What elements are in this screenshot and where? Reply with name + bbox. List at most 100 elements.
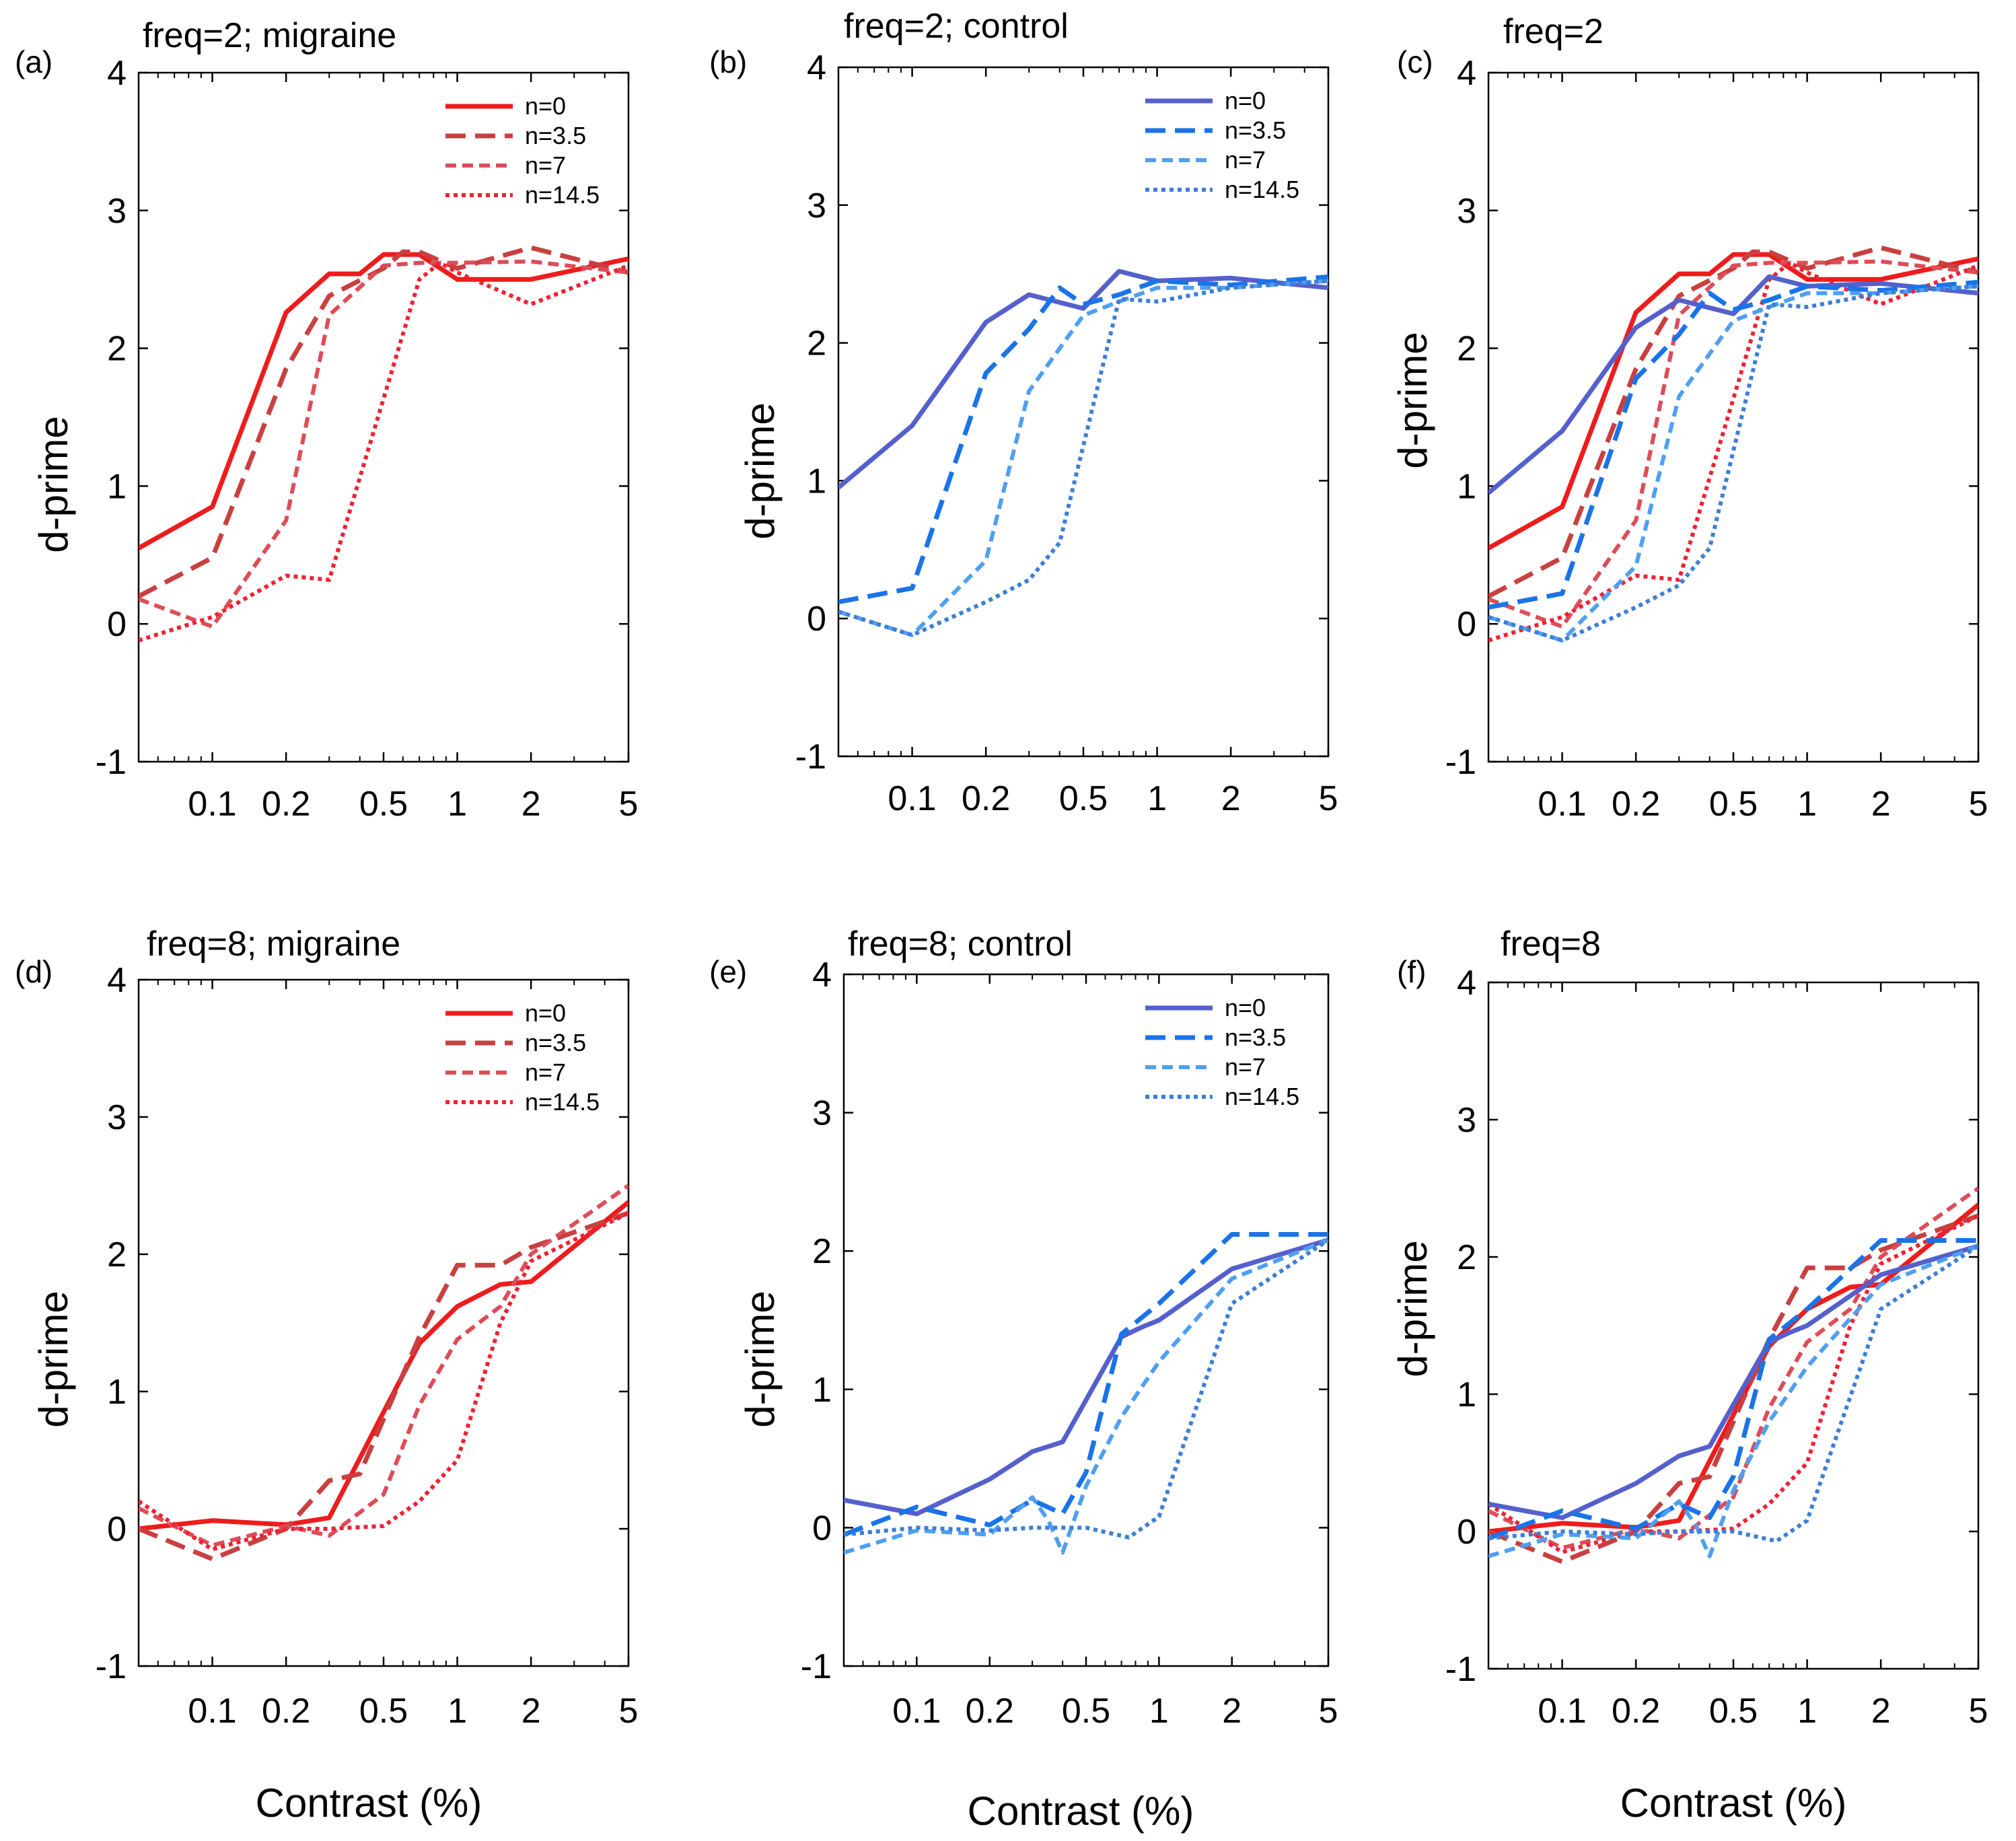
- y-axis-label-d: d-prime: [31, 1291, 76, 1427]
- y-axis-label-b: d-prime: [737, 402, 783, 539]
- x-axis-label-e: Contrast (%): [968, 1789, 1194, 1834]
- y-tick-label: 0: [1457, 605, 1476, 644]
- series-group: [1488, 1186, 1978, 1564]
- legend-label: n=0: [1225, 994, 1266, 1021]
- series-line-n-7: [1488, 284, 1978, 643]
- series-line-n-0: [1488, 274, 1978, 495]
- panel-letter-e: (e): [709, 954, 747, 989]
- y-tick-label: 0: [812, 1509, 832, 1548]
- panel-title-f: freq=8: [1501, 925, 1601, 964]
- y-tick-label: 4: [107, 961, 127, 1000]
- y-tick-label: 1: [1457, 1375, 1476, 1414]
- y-tick-label: 4: [107, 54, 127, 93]
- legend-label: n=14.5: [1225, 176, 1299, 203]
- x-tick-label: 1: [1797, 785, 1817, 824]
- x-tick-label: 2: [1871, 1692, 1891, 1731]
- x-tick-label: 0.1: [892, 1692, 941, 1731]
- legend: n=0n=3.5n=7n=14.5: [445, 92, 600, 209]
- x-tick-label: 0.2: [1612, 1692, 1660, 1731]
- y-tick-label: 2: [812, 1232, 832, 1271]
- series-line-n-14-5: [139, 260, 628, 643]
- y-tick-label: 2: [107, 1235, 127, 1274]
- x-tick-label: 0.5: [1709, 785, 1758, 824]
- plot-area-e: -1 0 1 2 3 4 0.1 0.2 0.5 1 2 5 n=0n=3.5n=7n=14.5: [801, 955, 1338, 1731]
- series-line-n-0: [1488, 252, 1978, 550]
- y-tick-label: 4: [807, 48, 826, 87]
- legend-label: n=0: [1225, 87, 1266, 114]
- x-tick-label: 2: [1871, 785, 1891, 824]
- y-axis-label-e: d-prime: [737, 1291, 783, 1427]
- series-line-n-0: [139, 252, 628, 550]
- y-tick-label: -1: [801, 1647, 832, 1686]
- series-group: [139, 1184, 628, 1562]
- y-axis-label-f: d-prime: [1390, 1240, 1435, 1377]
- x-tick-label: 0.5: [1059, 779, 1108, 818]
- x-tick-label: 0.1: [888, 779, 936, 818]
- x-tick-label: 0.1: [188, 785, 236, 824]
- plot-area-f: -1 0 1 2 3 4 0.1 0.2 0.5 1 2 5: [1445, 964, 1988, 1731]
- x-tick-label: 1: [447, 785, 467, 824]
- y-tick-label: 3: [807, 186, 826, 225]
- x-tick-label: 2: [521, 785, 541, 824]
- series-line-n-3-5: [1488, 245, 1978, 599]
- y-tick-label: -1: [1445, 743, 1476, 782]
- series-line-n-7: [139, 1184, 628, 1548]
- panel-title-a: freq=2; migraine: [143, 16, 396, 55]
- x-tick-label: 0.2: [966, 1692, 1014, 1731]
- legend-label: n=14.5: [525, 1088, 600, 1116]
- y-tick-label: 4: [812, 955, 832, 995]
- x-tick-label: 0.5: [359, 1692, 408, 1731]
- y-axis-label-c: d-prime: [1390, 332, 1435, 468]
- y-axis-label-a: d-prime: [31, 416, 76, 552]
- series-line-n-7: [844, 1238, 1328, 1555]
- x-tick-label: 1: [1147, 779, 1167, 818]
- x-axis-label-f: Contrast (%): [1620, 1780, 1847, 1826]
- panel-letter-a: (a): [15, 44, 52, 79]
- series-group: [838, 268, 1328, 637]
- panel-d: (d) freq=8; migraine d-prime -1 0 1 2 3 4 0.1 0…: [15, 925, 638, 1731]
- y-tick-label: 1: [812, 1371, 832, 1410]
- y-tick-label: 1: [107, 1373, 127, 1412]
- series-line-n-7: [838, 279, 1328, 637]
- series-line-n-0: [838, 268, 1328, 490]
- x-tick-label: 0.1: [188, 1692, 236, 1731]
- y-tick-label: 3: [107, 1098, 127, 1137]
- y-tick-label: 2: [1457, 1238, 1476, 1277]
- y-tick-label: 4: [1457, 964, 1476, 1003]
- y-tick-label: 3: [107, 192, 127, 231]
- x-tick-label: 5: [1969, 1692, 1988, 1731]
- x-tick-label: 0.2: [262, 1692, 310, 1731]
- y-tick-label: 0: [107, 1510, 127, 1549]
- legend-label: n=3.5: [525, 122, 586, 149]
- series-line-n-7: [1488, 1243, 1978, 1558]
- panel-a: (a) freq=2; migraine d-prime -1 0 1 2 3 4 0.1 0…: [15, 16, 638, 824]
- x-tick-label: 5: [619, 1692, 639, 1731]
- x-tick-label: 5: [619, 785, 639, 824]
- x-tick-label: 5: [1969, 785, 1988, 824]
- legend-label: n=0: [525, 999, 566, 1027]
- x-tick-label: 2: [521, 1692, 541, 1731]
- series-line-n-0: [1488, 1243, 1978, 1521]
- legend-label: n=14.5: [1225, 1083, 1299, 1110]
- x-tick-label: 5: [1319, 1692, 1338, 1731]
- panel-b: (b) freq=2; control d-prime -1 0 1 2 3 4 0.1 0.…: [709, 7, 1338, 818]
- y-tick-label: 3: [1457, 1101, 1476, 1140]
- x-tick-label: 0.1: [1538, 1692, 1586, 1731]
- y-tick-label: 3: [812, 1094, 832, 1133]
- y-tick-label: 4: [1457, 54, 1476, 93]
- legend: n=0n=3.5n=7n=14.5: [445, 999, 600, 1116]
- series-line-n-3-5: [1488, 279, 1978, 610]
- y-tick-label: 0: [107, 605, 127, 644]
- panel-letter-f: (f): [1397, 954, 1426, 989]
- panel-title-e: freq=8; control: [848, 925, 1073, 964]
- x-tick-label: 0.2: [962, 779, 1010, 818]
- legend: n=0n=3.5n=7n=14.5: [1145, 994, 1299, 1110]
- x-tick-label: 2: [1221, 779, 1241, 818]
- series-line-n-3-5: [838, 274, 1328, 605]
- x-tick-label: 0.2: [262, 785, 310, 824]
- legend-label: n=3.5: [525, 1029, 586, 1056]
- y-tick-label: 1: [107, 467, 127, 506]
- y-tick-label: -1: [96, 1647, 127, 1686]
